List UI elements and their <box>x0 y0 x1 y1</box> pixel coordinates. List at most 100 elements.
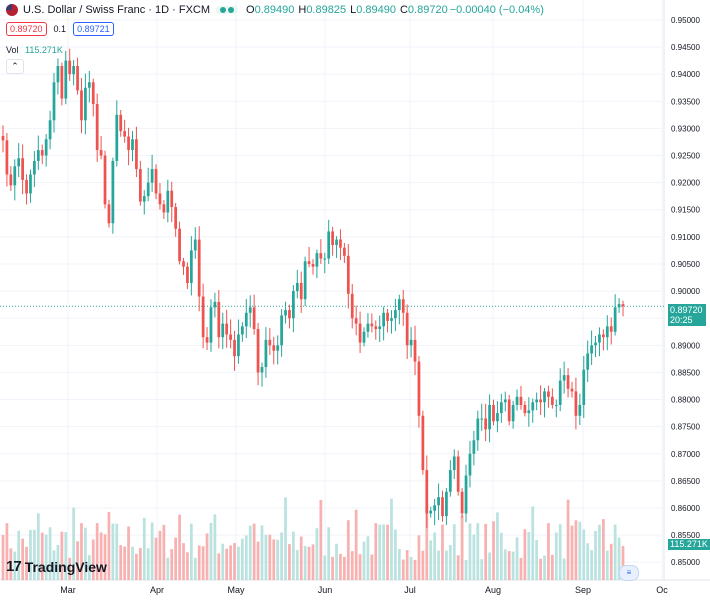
x-tick-label: Jun <box>318 585 333 595</box>
candle-body <box>44 139 48 156</box>
candle-body <box>292 291 295 319</box>
last-price-label: 0.89720 20:25 <box>668 304 706 326</box>
collapse-legend-button[interactable]: ⌃ <box>6 59 24 74</box>
candle-body <box>464 475 468 514</box>
volume-bar <box>40 532 44 580</box>
candle-body <box>397 299 401 311</box>
ohlc-key-l: L <box>350 4 357 16</box>
candle-body <box>574 391 578 416</box>
candle-body <box>186 266 189 283</box>
volume-bar <box>36 513 40 580</box>
candle-body <box>178 228 181 262</box>
volume-bar <box>221 543 225 580</box>
candle-body <box>594 342 597 346</box>
candle-body <box>13 166 17 186</box>
volume-bar <box>602 519 605 580</box>
spread-value: 0.1 <box>53 24 67 34</box>
candle-body <box>60 66 64 99</box>
y-tick-label: 0.88500 <box>671 368 700 377</box>
candle-body <box>346 255 350 294</box>
trade-buttons: 0.89720 0.1 0.89721 <box>6 22 114 36</box>
symbol-title[interactable]: U.S. Dollar / Swiss Franc · 1D · FXCM <box>23 4 211 16</box>
y-tick-label: 0.87000 <box>671 450 700 459</box>
candle-body <box>233 339 236 357</box>
candle-body <box>468 453 472 476</box>
volume-bar <box>421 550 425 580</box>
candle-body <box>295 282 299 292</box>
tradingview-logo[interactable]: 17 TradingView <box>6 558 107 575</box>
candle-body <box>142 196 146 202</box>
volume-bar <box>413 559 417 580</box>
candle-body <box>374 326 378 330</box>
volume-bar <box>44 534 48 580</box>
candle-body <box>335 239 338 245</box>
candle-body <box>327 231 331 259</box>
volume-bar <box>484 523 488 580</box>
volume-bar <box>586 543 590 580</box>
sell-button[interactable]: 0.89720 <box>6 22 47 36</box>
candle-body <box>527 410 531 414</box>
status-dot-icon <box>220 7 227 13</box>
candle-body <box>5 140 9 175</box>
volume-bar <box>103 534 107 580</box>
candle-body <box>33 160 36 175</box>
volume-bar <box>370 554 374 580</box>
volume-bar <box>68 557 72 580</box>
status-dot-icon <box>228 7 235 13</box>
volume-bar <box>535 540 539 580</box>
volume-bar <box>319 499 323 580</box>
market-status-indicator[interactable] <box>216 6 239 14</box>
volume-bar <box>386 524 389 580</box>
y-tick-label: 0.92500 <box>671 152 700 161</box>
go-to-realtime-button[interactable]: ≡ <box>619 565 639 581</box>
volume-bar <box>566 499 570 580</box>
candle-body <box>25 179 28 194</box>
volume-bar <box>311 544 315 580</box>
volume-bar <box>272 539 276 580</box>
volume-bar <box>425 505 429 580</box>
candle-body <box>421 415 425 471</box>
ohlc-value-l: 0.89490 <box>356 4 396 16</box>
candle-body <box>362 331 366 343</box>
candle-body <box>437 497 440 506</box>
ohlc-value-h: 0.89825 <box>306 4 347 16</box>
volume-bar <box>256 541 260 580</box>
buy-button[interactable]: 0.89721 <box>73 22 114 36</box>
candle-body <box>343 247 346 256</box>
y-tick-label: 0.91500 <box>671 206 700 215</box>
volume-bar <box>48 527 52 580</box>
candle-body <box>331 231 334 245</box>
last-price: 0.89720 <box>670 305 703 315</box>
candle-body <box>280 315 283 346</box>
volume-bar <box>354 509 358 580</box>
candle-body <box>433 505 437 511</box>
volume-bar <box>268 534 272 580</box>
volume-bar <box>56 545 60 580</box>
volume-bar <box>539 558 542 580</box>
candle-body <box>303 261 307 300</box>
candle-body <box>425 470 429 514</box>
volume-bar <box>390 498 393 580</box>
volume-bar <box>276 539 280 580</box>
candle-body <box>68 60 72 75</box>
volume-bar <box>244 535 248 580</box>
candle-body <box>9 174 13 186</box>
volume-bar <box>346 520 350 580</box>
candle-body <box>515 396 519 405</box>
candle-body <box>276 345 280 351</box>
volume-bar <box>543 555 546 580</box>
candle-body <box>390 318 393 321</box>
candle-body <box>366 323 370 332</box>
candle-body <box>370 323 374 327</box>
volume-bar <box>378 524 382 580</box>
volume-bar <box>95 523 99 580</box>
volume-bar <box>154 537 158 580</box>
volume-bar <box>554 532 558 580</box>
volume-bar <box>170 549 174 580</box>
volume-legend[interactable]: Vol 115.271K <box>6 45 63 55</box>
volume-bar <box>131 546 134 580</box>
volume-bar <box>21 538 24 580</box>
candle-body <box>484 418 488 430</box>
